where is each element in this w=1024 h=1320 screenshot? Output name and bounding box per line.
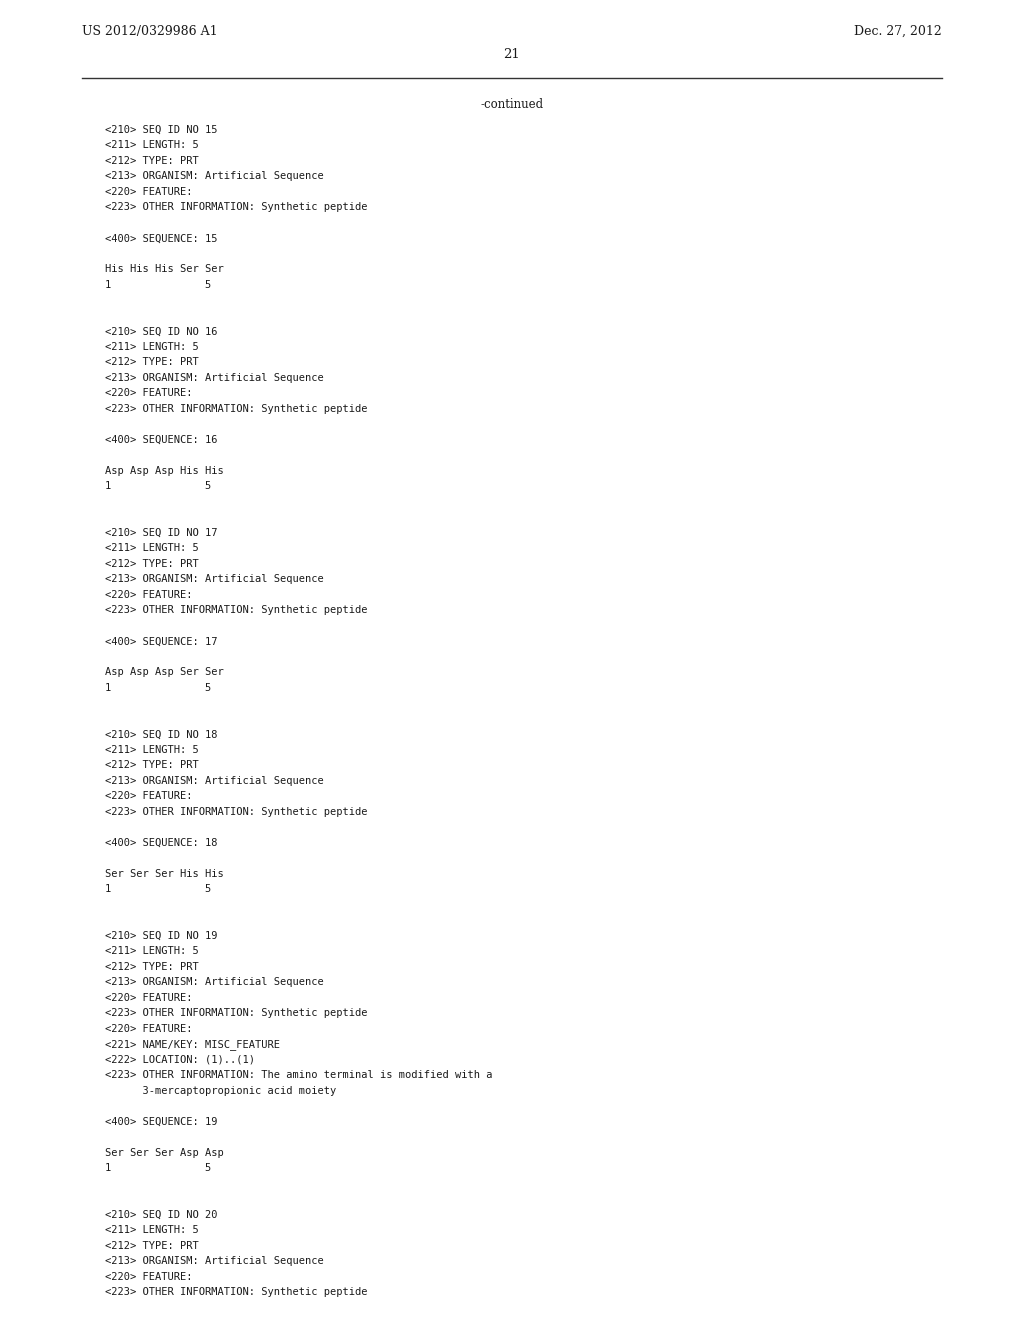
Text: <212> TYPE: PRT: <212> TYPE: PRT xyxy=(105,558,199,569)
Text: US 2012/0329986 A1: US 2012/0329986 A1 xyxy=(82,25,217,38)
Text: <210> SEQ ID NO 15: <210> SEQ ID NO 15 xyxy=(105,125,217,135)
Text: <213> ORGANISM: Artificial Sequence: <213> ORGANISM: Artificial Sequence xyxy=(105,374,324,383)
Text: 1               5: 1 5 xyxy=(105,482,211,491)
Text: <212> TYPE: PRT: <212> TYPE: PRT xyxy=(105,156,199,166)
Text: Asp Asp Asp His His: Asp Asp Asp His His xyxy=(105,466,224,477)
Text: -continued: -continued xyxy=(480,98,544,111)
Text: <211> LENGTH: 5: <211> LENGTH: 5 xyxy=(105,946,199,957)
Text: <210> SEQ ID NO 19: <210> SEQ ID NO 19 xyxy=(105,931,217,941)
Text: <210> SEQ ID NO 20: <210> SEQ ID NO 20 xyxy=(105,1210,217,1220)
Text: <212> TYPE: PRT: <212> TYPE: PRT xyxy=(105,962,199,972)
Text: <220> FEATURE:: <220> FEATURE: xyxy=(105,1272,193,1282)
Text: <220> FEATURE:: <220> FEATURE: xyxy=(105,792,193,801)
Text: 1               5: 1 5 xyxy=(105,1163,211,1173)
Text: <212> TYPE: PRT: <212> TYPE: PRT xyxy=(105,358,199,367)
Text: <223> OTHER INFORMATION: The amino terminal is modified with a: <223> OTHER INFORMATION: The amino termi… xyxy=(105,1071,493,1081)
Text: Dec. 27, 2012: Dec. 27, 2012 xyxy=(854,25,942,38)
Text: Ser Ser Ser Asp Asp: Ser Ser Ser Asp Asp xyxy=(105,1148,224,1158)
Text: <221> NAME/KEY: MISC_FEATURE: <221> NAME/KEY: MISC_FEATURE xyxy=(105,1039,280,1051)
Text: <210> SEQ ID NO 17: <210> SEQ ID NO 17 xyxy=(105,528,217,539)
Text: <223> OTHER INFORMATION: Synthetic peptide: <223> OTHER INFORMATION: Synthetic pepti… xyxy=(105,807,368,817)
Text: <220> FEATURE:: <220> FEATURE: xyxy=(105,187,193,197)
Text: <211> LENGTH: 5: <211> LENGTH: 5 xyxy=(105,544,199,553)
Text: <213> ORGANISM: Artificial Sequence: <213> ORGANISM: Artificial Sequence xyxy=(105,1257,324,1266)
Text: <223> OTHER INFORMATION: Synthetic peptide: <223> OTHER INFORMATION: Synthetic pepti… xyxy=(105,1008,368,1019)
Text: <220> FEATURE:: <220> FEATURE: xyxy=(105,993,193,1003)
Text: <213> ORGANISM: Artificial Sequence: <213> ORGANISM: Artificial Sequence xyxy=(105,172,324,181)
Text: <222> LOCATION: (1)..(1): <222> LOCATION: (1)..(1) xyxy=(105,1055,255,1065)
Text: <223> OTHER INFORMATION: Synthetic peptide: <223> OTHER INFORMATION: Synthetic pepti… xyxy=(105,404,368,414)
Text: 21: 21 xyxy=(504,48,520,61)
Text: Asp Asp Asp Ser Ser: Asp Asp Asp Ser Ser xyxy=(105,668,224,677)
Text: <210> SEQ ID NO 18: <210> SEQ ID NO 18 xyxy=(105,730,217,739)
Text: <223> OTHER INFORMATION: Synthetic peptide: <223> OTHER INFORMATION: Synthetic pepti… xyxy=(105,202,368,213)
Text: His His His Ser Ser: His His His Ser Ser xyxy=(105,264,224,275)
Text: <223> OTHER INFORMATION: Synthetic peptide: <223> OTHER INFORMATION: Synthetic pepti… xyxy=(105,606,368,615)
Text: <400> SEQUENCE: 15: <400> SEQUENCE: 15 xyxy=(105,234,217,243)
Text: <400> SEQUENCE: 17: <400> SEQUENCE: 17 xyxy=(105,636,217,647)
Text: 1               5: 1 5 xyxy=(105,682,211,693)
Text: <213> ORGANISM: Artificial Sequence: <213> ORGANISM: Artificial Sequence xyxy=(105,574,324,585)
Text: <220> FEATURE:: <220> FEATURE: xyxy=(105,590,193,601)
Text: <212> TYPE: PRT: <212> TYPE: PRT xyxy=(105,1241,199,1251)
Text: <400> SEQUENCE: 18: <400> SEQUENCE: 18 xyxy=(105,838,217,847)
Text: <210> SEQ ID NO 16: <210> SEQ ID NO 16 xyxy=(105,326,217,337)
Text: <213> ORGANISM: Artificial Sequence: <213> ORGANISM: Artificial Sequence xyxy=(105,978,324,987)
Text: <220> FEATURE:: <220> FEATURE: xyxy=(105,388,193,399)
Text: <211> LENGTH: 5: <211> LENGTH: 5 xyxy=(105,342,199,352)
Text: Ser Ser Ser His His: Ser Ser Ser His His xyxy=(105,869,224,879)
Text: 3-mercaptopropionic acid moiety: 3-mercaptopropionic acid moiety xyxy=(105,1086,336,1096)
Text: <220> FEATURE:: <220> FEATURE: xyxy=(105,1024,193,1034)
Text: <400> SEQUENCE: 19: <400> SEQUENCE: 19 xyxy=(105,1117,217,1127)
Text: <211> LENGTH: 5: <211> LENGTH: 5 xyxy=(105,140,199,150)
Text: <223> OTHER INFORMATION: Synthetic peptide: <223> OTHER INFORMATION: Synthetic pepti… xyxy=(105,1287,368,1298)
Text: <212> TYPE: PRT: <212> TYPE: PRT xyxy=(105,760,199,771)
Text: 1               5: 1 5 xyxy=(105,884,211,895)
Text: 1               5: 1 5 xyxy=(105,280,211,290)
Text: <400> SEQUENCE: 16: <400> SEQUENCE: 16 xyxy=(105,436,217,445)
Text: <211> LENGTH: 5: <211> LENGTH: 5 xyxy=(105,1225,199,1236)
Text: <213> ORGANISM: Artificial Sequence: <213> ORGANISM: Artificial Sequence xyxy=(105,776,324,785)
Text: <211> LENGTH: 5: <211> LENGTH: 5 xyxy=(105,744,199,755)
